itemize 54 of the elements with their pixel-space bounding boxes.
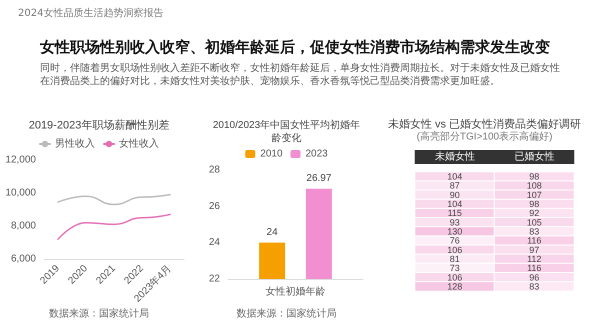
data-label: 128 [447, 281, 462, 292]
data-label: 76 [450, 236, 460, 246]
line-series [57, 194, 171, 206]
data-label: 105 [526, 217, 542, 228]
data-label: 81 [450, 254, 460, 264]
chart-subtitle: (高亮部分TGI>100表示高偏好) [416, 130, 552, 142]
data-label: 130 [447, 226, 462, 236]
legend-label: 2023 [306, 148, 328, 160]
line-series [57, 214, 171, 240]
y-tick-label: 22 [208, 274, 220, 284]
data-label: 83 [529, 281, 540, 292]
text: 女性职场性别收入收窄、初婚年龄延后，促使女性消费市场结构需求发生改变 [40, 38, 550, 57]
chart-title: 2019-2023年职场薪酬性别差 [28, 118, 170, 132]
data-label: 97 [529, 244, 540, 255]
y-tick-label: 12,000 [5, 154, 36, 166]
text: 2024女性品质生活趋势洞察报告 [18, 6, 164, 20]
data-label: 83 [529, 226, 540, 236]
y-tick-label: 26 [208, 200, 220, 212]
y-tick-label: 8,000 [10, 220, 36, 232]
legend-label: 2010 [260, 148, 283, 160]
data-label: 116 [527, 236, 542, 246]
x-tick-label: 女性初婚年龄 [266, 286, 326, 298]
data-label: 116 [527, 263, 542, 274]
legend-label: 男性收入 [55, 138, 95, 150]
data-label: 26.97 [306, 173, 332, 184]
text: 同时，伴随着男女职场性别收入差距不断收窄，女性初婚年龄延后，单身女性消费周期拉长。对于未婚女性及已婚女性在消费品类上的偏好对比，未婚女性对美妆护肤、宠物娱乐、香水香氛等悦己型品类消费需求更加旺盛。 [40, 62, 560, 88]
data-label: 104 [447, 172, 462, 182]
data-label: 115 [448, 208, 462, 218]
y-tick-label: 28 [208, 164, 220, 176]
data-label: 98 [529, 172, 540, 182]
data-label: 107 [526, 190, 542, 200]
chart-title: 2010/2023年中国女性平均初婚年龄变化 [212, 119, 360, 144]
x-tick-label: 未婚女性 [434, 150, 475, 162]
data-label: 87 [450, 180, 460, 191]
y-tick-label: 6,000 [10, 254, 36, 264]
data-label: 106 [447, 244, 462, 255]
y-tick-label: 10,000 [5, 188, 36, 198]
source-note: 数据来源：国家统计局 [49, 308, 149, 320]
x-tick-label: 已婚女性 [514, 150, 554, 162]
data-label: 98 [529, 199, 540, 210]
data-label: 112 [527, 254, 542, 264]
data-label: 104 [447, 199, 462, 210]
data-label: 90 [450, 190, 460, 200]
data-label: 106 [447, 272, 462, 282]
data-label: 24 [266, 227, 278, 238]
data-label: 73 [450, 263, 460, 274]
source-note: 数据来源：国家统计局 [236, 308, 336, 320]
data-label: 108 [526, 180, 542, 191]
chart-title: 未婚女性 vs 已婚女性消费品类偏好调研 [388, 118, 582, 130]
data-label: 92 [529, 208, 540, 218]
data-label: 96 [529, 272, 540, 282]
legend-label: 女性收入 [119, 138, 159, 150]
y-tick-label: 24 [208, 237, 220, 248]
data-label: 93 [450, 217, 460, 228]
